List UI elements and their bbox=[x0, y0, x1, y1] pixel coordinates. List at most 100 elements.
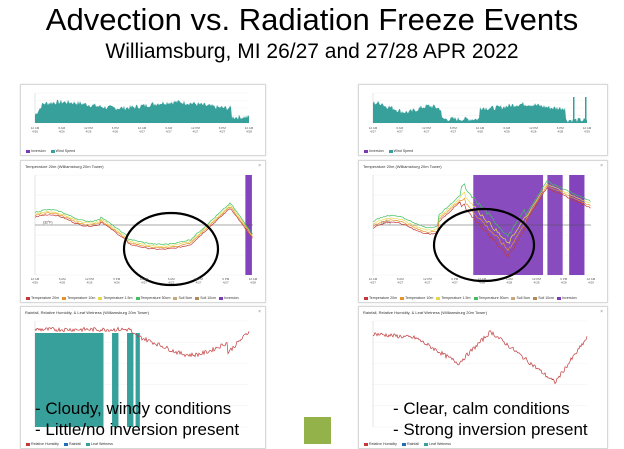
x-tick-label: 6 AM bbox=[397, 277, 404, 281]
right-temp-panel: Temperature 20m (Williamsburg 20m Tower)… bbox=[358, 160, 608, 303]
legend-item[interactable]: Soil 10cm bbox=[533, 296, 554, 300]
temperature-series-line bbox=[372, 180, 591, 238]
wind-spike bbox=[573, 97, 575, 123]
x-tick-label: 4/27 bbox=[397, 281, 403, 285]
x-tick-label: 6 PM bbox=[219, 126, 227, 130]
legend-item[interactable]: Inversion bbox=[219, 296, 239, 300]
legend-item[interactable]: Soil 5cm bbox=[173, 296, 192, 300]
panel-menu-icon[interactable]: × bbox=[600, 163, 603, 169]
x-tick-label: 12 AM bbox=[31, 126, 40, 130]
x-tick-label: 4/26 bbox=[87, 281, 93, 285]
legend-item[interactable]: Relative Humidity bbox=[364, 442, 397, 446]
temperature-series-line bbox=[34, 208, 253, 250]
legend-item[interactable]: Soil 5cm bbox=[511, 296, 530, 300]
left-caption-line2: - Little/no inversion present bbox=[35, 420, 240, 439]
panel-title: Rainfall, Relative Humidity, & Leaf Wetn… bbox=[363, 310, 488, 315]
right-wind-panel: 12 AM 4/27 6 AM 4/27 12 PM 4/27 6 PM 4/27 12 AM 4… bbox=[358, 84, 608, 156]
legend-item[interactable]: Temperature 20m bbox=[26, 296, 59, 300]
legend-item[interactable]: Soil 10cm bbox=[195, 296, 216, 300]
x-tick-label: 6 PM bbox=[112, 126, 120, 130]
right-temp-legend: Temperature 20m Temperature 10m Temperat… bbox=[364, 296, 577, 300]
x-tick-label: 4/27 bbox=[139, 130, 145, 134]
legend-item[interactable]: Temperature 10m bbox=[400, 296, 433, 300]
x-tick-label: 6 AM bbox=[58, 126, 65, 130]
x-tick-label: 4/28 bbox=[246, 130, 252, 134]
relative-humidity-line bbox=[34, 326, 250, 358]
legend-item[interactable]: Temperature 10m bbox=[62, 296, 95, 300]
panel-menu-icon[interactable]: × bbox=[258, 309, 261, 315]
x-tick-label: 4/27 bbox=[424, 130, 430, 134]
right-rain-panel: Rainfall, Relative Humidity, & Leaf Wetn… bbox=[358, 306, 608, 449]
x-tick-label: 12 AM bbox=[140, 277, 149, 281]
legend-item[interactable]: Relative Humidity bbox=[26, 442, 59, 446]
x-tick-label: 4/26 bbox=[114, 281, 120, 285]
x-tick-label: 4/27 bbox=[193, 130, 199, 134]
x-tick-label: 4/28 bbox=[557, 130, 563, 134]
leaf-wetness-bar bbox=[135, 333, 140, 427]
highlight-ellipse bbox=[432, 207, 536, 283]
x-tick-label: 4/26 bbox=[59, 130, 65, 134]
x-tick-label: 4/26 bbox=[86, 130, 92, 134]
legend-item[interactable]: Temperature 1.5m bbox=[98, 296, 133, 300]
x-tick-label: 4/29 bbox=[584, 130, 590, 134]
legend-item[interactable]: Temperature 50cm bbox=[473, 296, 508, 300]
left-temp-panel: Temperature 20m (Williamsburg 20m Tower)… bbox=[20, 160, 266, 303]
x-tick-label: 4/27 bbox=[450, 130, 456, 134]
legend-item[interactable]: Inversion bbox=[26, 149, 46, 153]
legend-item[interactable]: Inversion bbox=[557, 296, 577, 300]
wind-spike bbox=[585, 97, 587, 123]
x-tick-label: 6 AM bbox=[503, 126, 510, 130]
legend-item[interactable]: Leaf Wetness bbox=[85, 442, 113, 446]
legend-item[interactable]: Wind Speed bbox=[388, 149, 413, 153]
panel-menu-icon[interactable]: × bbox=[258, 163, 261, 169]
x-tick-label: 6 PM bbox=[557, 126, 565, 130]
left-caption-line1: - Cloudy, windy conditions bbox=[35, 399, 232, 418]
leaf-wetness-bar bbox=[112, 333, 119, 427]
legend-item[interactable]: Rainfall bbox=[63, 442, 81, 446]
legend-item[interactable]: Leaf Wetness bbox=[423, 442, 451, 446]
x-tick-label: 12 PM bbox=[423, 277, 432, 281]
leaf-wetness-bar bbox=[35, 333, 104, 427]
x-tick-label: 12 AM bbox=[369, 277, 378, 281]
x-tick-label: 12 AM bbox=[245, 126, 254, 130]
temperature-series-line bbox=[34, 204, 253, 247]
x-tick-label: 12 AM bbox=[249, 277, 258, 281]
legend-item[interactable]: Inversion bbox=[364, 149, 384, 153]
temperature-series-line bbox=[34, 202, 253, 245]
x-tick-label: 12 PM bbox=[85, 277, 94, 281]
x-tick-label: 4/28 bbox=[477, 130, 483, 134]
leaf-wetness-bar bbox=[127, 333, 134, 427]
legend-item[interactable]: Temperature 50cm bbox=[135, 296, 170, 300]
x-tick-label: 4/28 bbox=[534, 281, 540, 285]
panel-menu-icon[interactable]: × bbox=[600, 309, 603, 315]
slide-subtitle: Williamsburg, MI 26/27 and 27/28 APR 202… bbox=[105, 40, 519, 63]
x-tick-label: 12 PM bbox=[529, 126, 538, 130]
x-tick-label: 12 AM bbox=[583, 126, 592, 130]
right-rain-legend: Relative Humidity Rainfall Leaf Wetness bbox=[364, 442, 451, 446]
x-tick-label: 4/26 bbox=[59, 281, 65, 285]
temperature-series-line bbox=[372, 183, 591, 244]
x-tick-label: 4/27 bbox=[223, 281, 229, 285]
legend-item[interactable]: Temperature 1.5m bbox=[436, 296, 471, 300]
accent-square bbox=[304, 417, 331, 444]
left-rain-legend: Relative Humidity Rainfall Leaf Wetness bbox=[26, 442, 113, 446]
left-wind-legend: Inversion Wind Speed bbox=[26, 149, 75, 153]
x-tick-label: 4/28 bbox=[479, 281, 485, 285]
legend-item[interactable]: Rainfall bbox=[401, 442, 419, 446]
temperature-series-line bbox=[34, 207, 253, 249]
x-tick-label: 12 AM bbox=[476, 126, 485, 130]
right-wind-legend: Inversion Wind Speed bbox=[364, 149, 413, 153]
x-tick-label: 6 AM bbox=[506, 277, 513, 281]
x-tick-label: 4/27 bbox=[452, 281, 458, 285]
x-tick-label: 4/27 bbox=[141, 281, 147, 285]
x-tick-label: 6 PM bbox=[560, 277, 568, 281]
legend-item[interactable]: Temperature 20m bbox=[364, 296, 397, 300]
panel-title: Temperature 20m (Williamsburg 20m Tower) bbox=[363, 164, 442, 169]
legend-item[interactable]: Wind Speed bbox=[50, 149, 75, 153]
right-caption-line2: - Strong inversion present bbox=[393, 420, 588, 439]
left-rain-chart bbox=[34, 320, 250, 428]
x-tick-label: 12 PM bbox=[191, 126, 200, 130]
wind-speed-area bbox=[35, 99, 249, 123]
